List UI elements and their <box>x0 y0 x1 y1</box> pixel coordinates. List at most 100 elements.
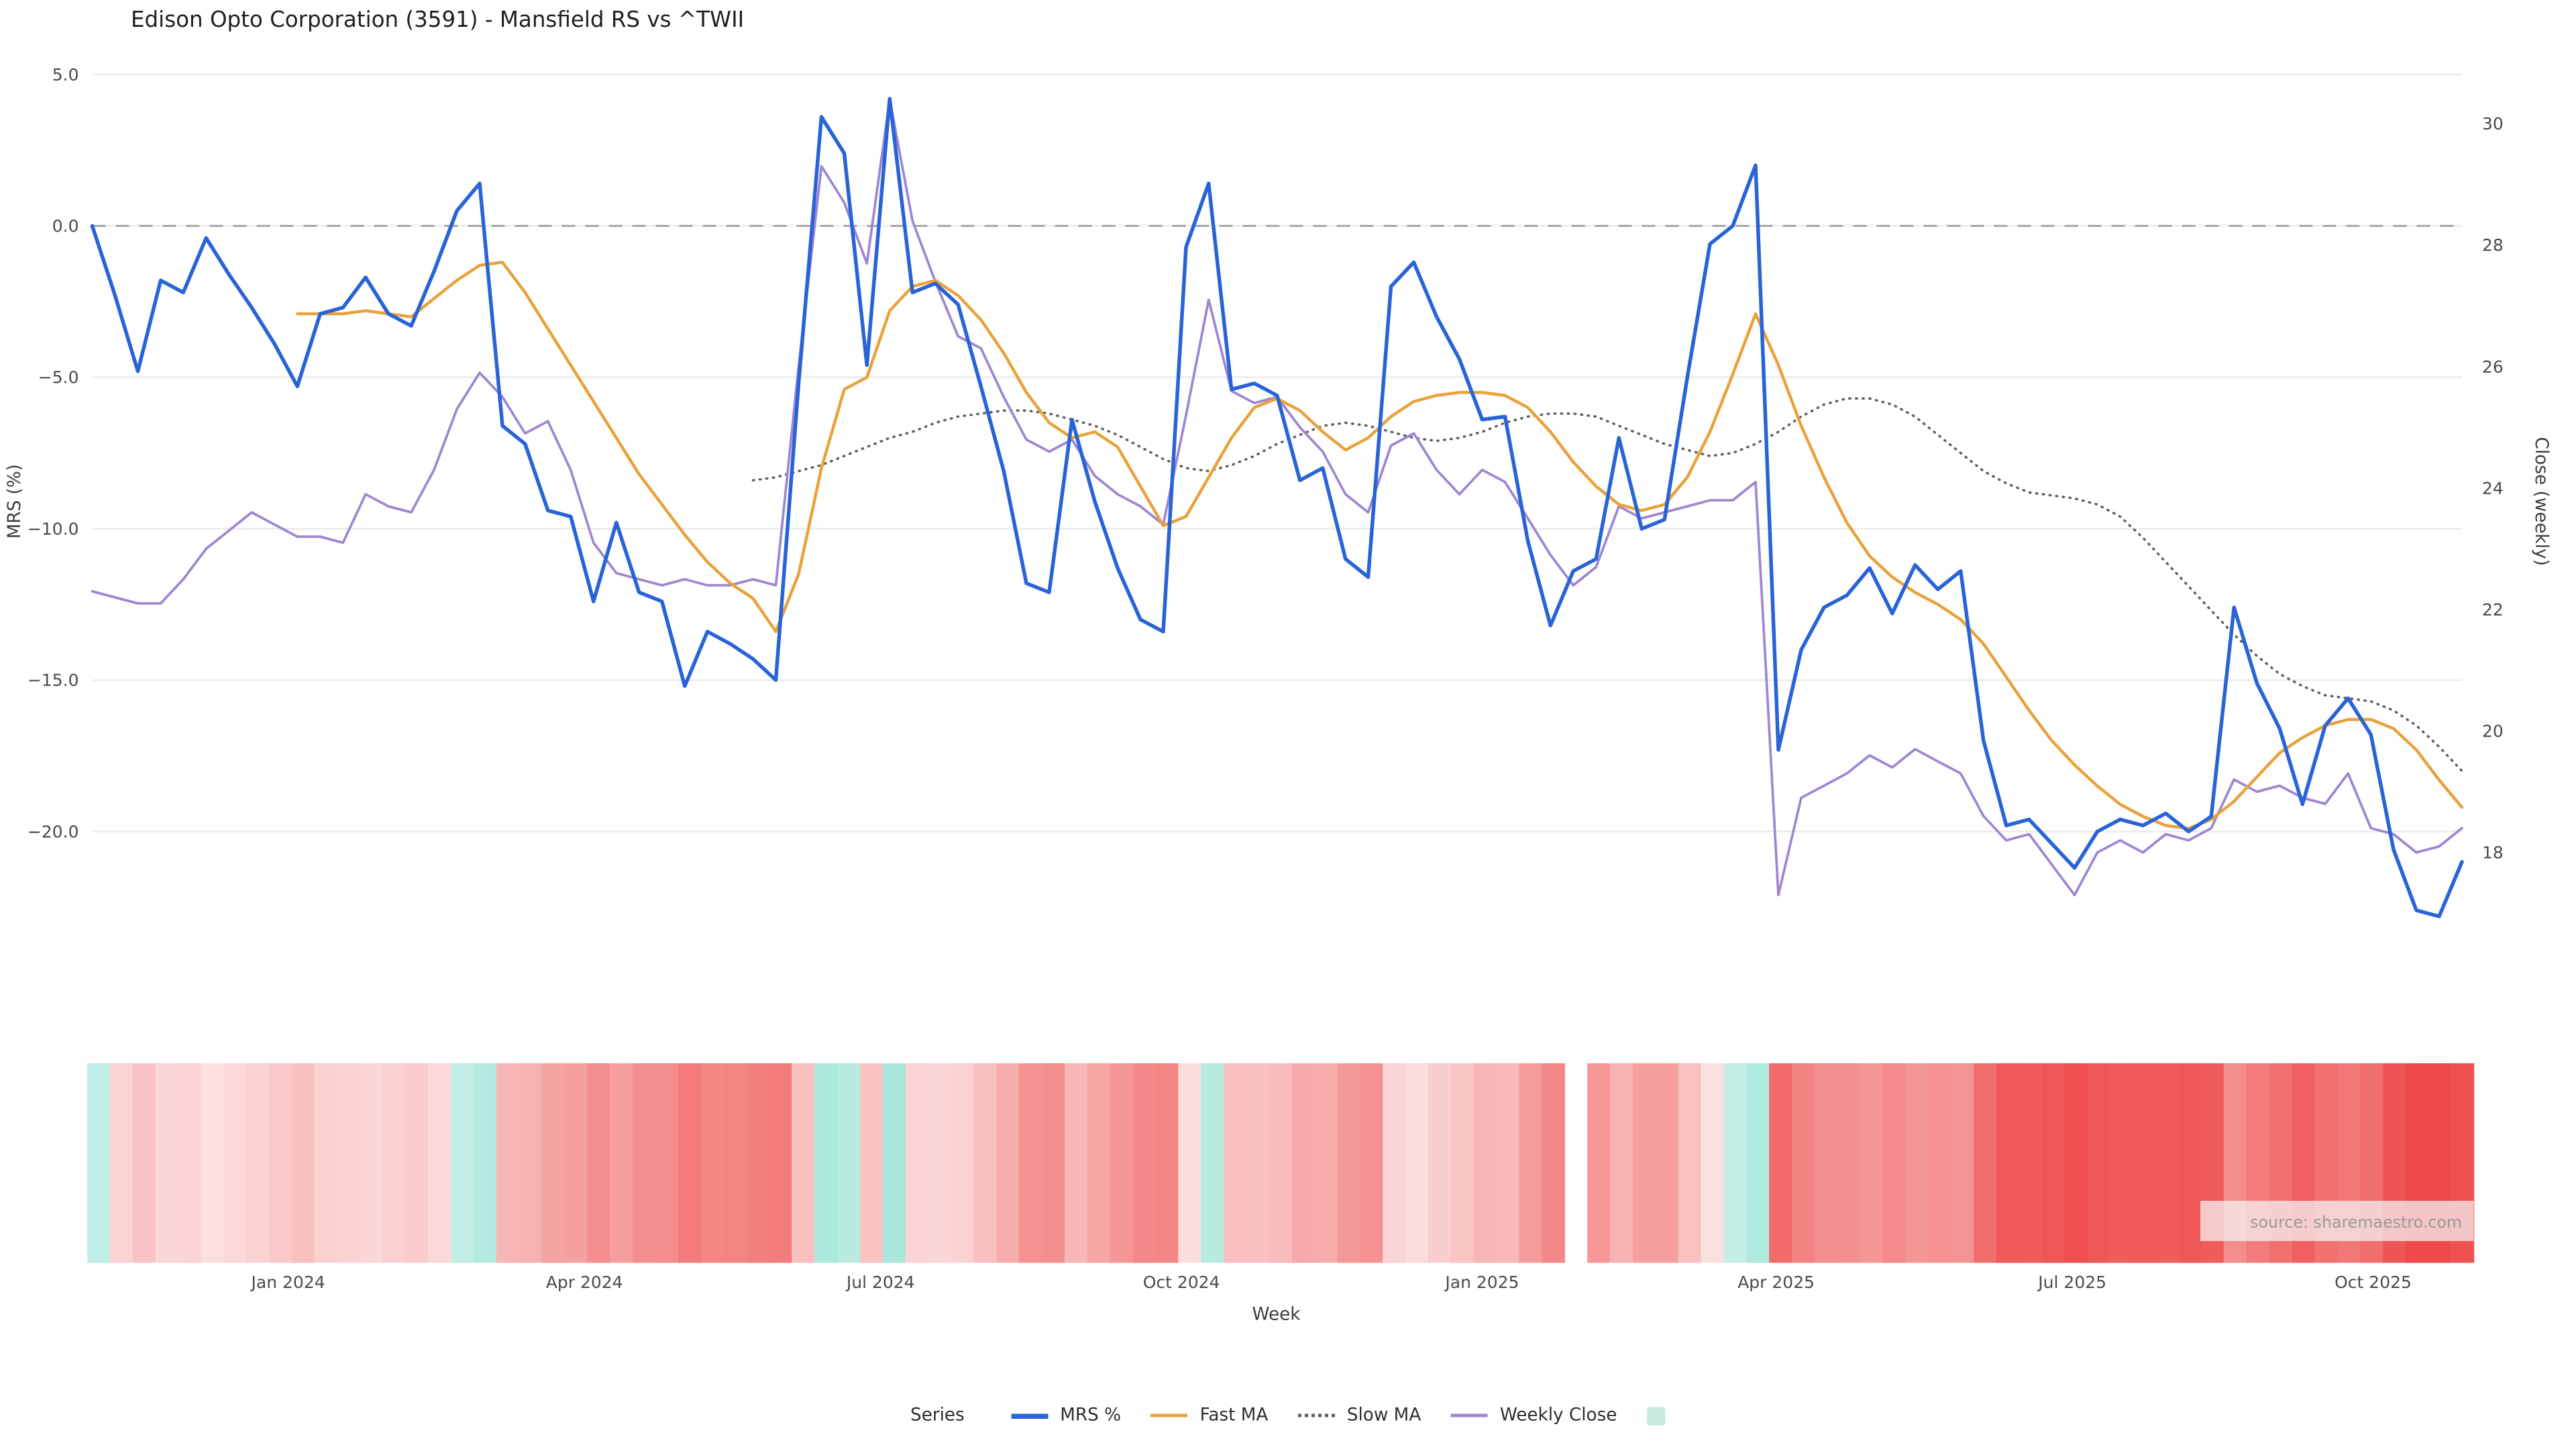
heatmap-cell <box>1450 1063 1474 1263</box>
heatmap-cell <box>1496 1063 1520 1263</box>
legend-line-icon <box>1298 1413 1336 1417</box>
y-left-tick-label: −20.0 <box>28 822 79 841</box>
heatmap-cell <box>610 1063 633 1263</box>
heatmap-cell <box>1224 1063 1247 1263</box>
heatmap-cell <box>882 1063 906 1263</box>
source-watermark-chip <box>2200 1201 2474 1241</box>
y-left-tick-label: −15.0 <box>28 671 79 690</box>
source-watermark-text: source: sharemaestro.com <box>2250 1213 2462 1232</box>
heatmap-cell <box>269 1063 292 1263</box>
heatmap-cell <box>700 1063 724 1263</box>
legend-line-icon <box>1151 1413 1189 1417</box>
heatmap-cell <box>859 1063 883 1263</box>
source-watermark: source: sharemaestro.com <box>2200 1201 2474 1241</box>
legend: Series MRS % Fast MA Slow MA Weekly Close <box>0 1405 2576 1426</box>
heatmap-cell <box>1882 1063 1907 1263</box>
y-left-tick-label: −10.0 <box>28 519 79 539</box>
legend-item-label: Slow MA <box>1346 1405 1421 1426</box>
heatmap-cell <box>1701 1063 1725 1263</box>
heatmap-cell <box>1837 1063 1861 1263</box>
x-axis-title: Week <box>1252 1305 1301 1325</box>
series-line-slow-ma <box>751 397 2463 772</box>
tick-layer: 5.0 0.0 −5.0 −10.0 −15.0 −20.0 30 28 26 24 22 20 18 J… <box>28 65 2504 1292</box>
heatmap-cell <box>996 1063 1020 1263</box>
legend-item-mrs[interactable]: MRS % <box>1011 1405 1122 1426</box>
x-tick-label: Apr 2025 <box>1737 1273 1815 1292</box>
heatmap-cell <box>1473 1063 1497 1263</box>
y-left-axis-title: MRS (%) <box>5 464 25 539</box>
heatmap-cell <box>723 1063 747 1263</box>
heatmap-cell <box>1019 1063 1042 1263</box>
heatmap-cell <box>1974 1063 1997 1263</box>
heatmap-cell <box>223 1063 247 1263</box>
series-line-mrs <box>90 97 2464 918</box>
heatmap-cell <box>1678 1063 1702 1263</box>
legend-item-slow-ma[interactable]: Slow MA <box>1298 1405 1421 1426</box>
heatmap-cell <box>1428 1063 1452 1263</box>
heatmap-cell <box>564 1063 588 1263</box>
heatmap-cell <box>1928 1063 1951 1263</box>
heatmap-cell <box>1337 1063 1361 1263</box>
heatmap-cell <box>178 1063 202 1263</box>
x-tick-label: Jan 2025 <box>1444 1273 1519 1292</box>
heatmap-cell <box>928 1063 952 1263</box>
y-right-tick-label: 26 <box>2482 357 2504 376</box>
heatmap-cell <box>1201 1063 1224 1263</box>
legend-item-signal[interactable] <box>1647 1406 1666 1425</box>
y-left-tick-label: 0.0 <box>52 216 79 235</box>
heatmap-cell <box>2041 1063 2065 1263</box>
heatmap-cell <box>1314 1063 1338 1263</box>
heatmap-cell <box>1155 1063 1179 1263</box>
heatmap-cell <box>1655 1063 1679 1263</box>
heatmap-cell <box>837 1063 861 1263</box>
x-tick-label: Jul 2025 <box>2037 1273 2106 1292</box>
legend-item-fast-ma[interactable]: Fast MA <box>1151 1405 1268 1426</box>
x-tick-label: Jul 2024 <box>845 1273 915 1292</box>
heatmap-cell <box>973 1063 997 1263</box>
series-line-weekly-close <box>91 98 2463 897</box>
heatmap-cell <box>405 1063 429 1263</box>
legend-line-icon <box>1011 1413 1049 1418</box>
legend-item-label: MRS % <box>1060 1405 1122 1426</box>
x-tick-label: Apr 2024 <box>546 1273 623 1292</box>
legend-swatch-icon <box>1647 1406 1666 1425</box>
heatmap-cell <box>314 1063 338 1263</box>
x-tick-label: Oct 2024 <box>1143 1273 1220 1292</box>
heatmap-cell <box>1769 1063 1792 1263</box>
y-right-tick-label: 30 <box>2482 114 2504 133</box>
heatmap-cell <box>428 1063 451 1263</box>
y-right-tick-label: 24 <box>2482 478 2504 498</box>
legend-items: MRS % Fast MA Slow MA Weekly Close <box>1011 1405 1666 1426</box>
heatmap-cell <box>201 1063 225 1263</box>
legend-item-weekly-close[interactable]: Weekly Close <box>1451 1405 1617 1426</box>
heatmap-cell <box>519 1063 543 1263</box>
heatmap-cell <box>2019 1063 2043 1263</box>
heatmap <box>87 1063 2475 1263</box>
x-tick-label: Jan 2024 <box>250 1273 325 1292</box>
heatmap-cell <box>746 1063 770 1263</box>
legend-line-icon <box>1451 1413 1489 1417</box>
heatmap-cell <box>814 1063 838 1263</box>
heatmap-cell <box>473 1063 497 1263</box>
heatmap-cell <box>1291 1063 1316 1263</box>
legend-item-label: Fast MA <box>1199 1405 1269 1426</box>
heatmap-cell <box>905 1063 929 1263</box>
heatmap-cell <box>1269 1063 1293 1263</box>
heatmap-cell <box>246 1063 270 1263</box>
heatmap-cell <box>382 1063 407 1263</box>
heatmap-cell <box>1064 1063 1088 1263</box>
y-right-tick-label: 20 <box>2482 721 2504 741</box>
heatmap-cell <box>1246 1063 1270 1263</box>
heatmap-cell <box>2087 1063 2111 1263</box>
heatmap-cell <box>2178 1063 2202 1263</box>
heatmap-cell <box>291 1063 315 1263</box>
heatmap-cell <box>1860 1063 1884 1263</box>
heatmap-cell <box>769 1063 793 1263</box>
heatmap-cell <box>1360 1063 1383 1263</box>
y-left-tick-label: 5.0 <box>52 65 79 85</box>
series-layer <box>90 97 2464 918</box>
heatmap-cell <box>2064 1063 2088 1263</box>
heatmap-cell <box>1723 1063 1748 1263</box>
heatmap-cell <box>1405 1063 1429 1263</box>
heatmap-cell <box>1746 1063 1770 1263</box>
